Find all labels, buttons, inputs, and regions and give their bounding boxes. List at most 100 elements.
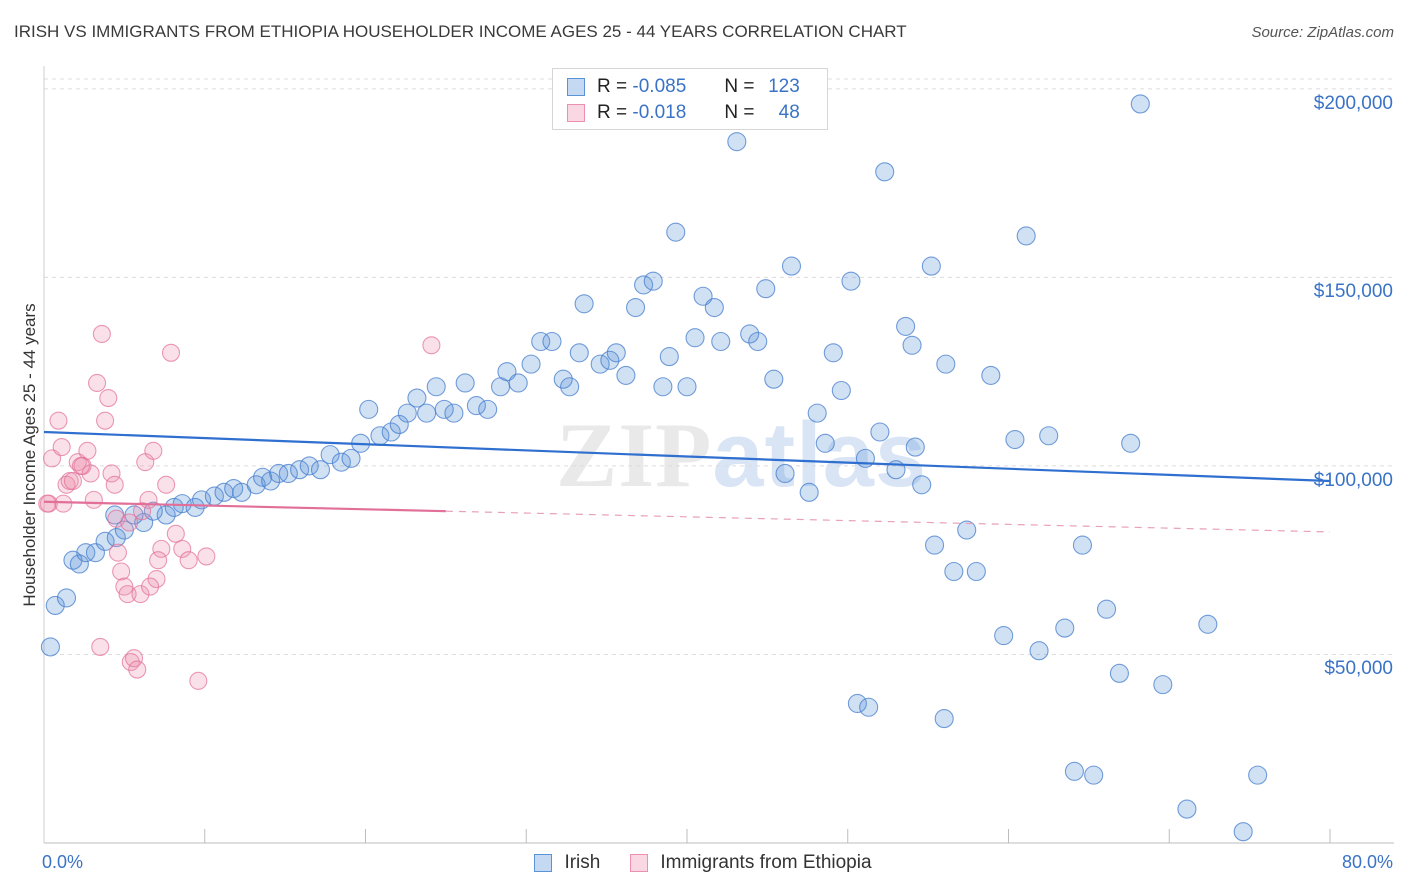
irish-point-27 <box>278 463 298 484</box>
irish-point-87 <box>855 448 875 468</box>
irish-point-32 <box>331 452 351 472</box>
irish-trend-line <box>43 430 1331 483</box>
irish-point-30 <box>310 460 331 480</box>
ethiopia-point-12 <box>87 373 107 393</box>
ethiopia-point-40 <box>54 494 73 513</box>
ethiopia-point-47 <box>71 456 91 475</box>
y-tick-label-0: $50,000 <box>1324 658 1393 680</box>
irish-point-63 <box>634 275 654 295</box>
irish-point-112 <box>1121 433 1141 453</box>
irish-point-120 <box>859 697 879 717</box>
watermark: ZIPatlas <box>556 402 927 508</box>
legend-irish-label: Irish <box>564 852 601 873</box>
irish-point-79 <box>781 256 802 276</box>
irish-point-65 <box>653 377 673 397</box>
irish-point-45 <box>455 373 475 393</box>
ethiopia-point-39 <box>38 494 57 513</box>
irish-point-77 <box>764 369 784 389</box>
irish-point-74 <box>740 324 760 344</box>
irish-point-29 <box>299 456 319 476</box>
irish-point-88 <box>870 422 890 442</box>
irish-point-17 <box>185 497 205 517</box>
irish-point-60 <box>606 343 626 363</box>
ethiopia-point-37 <box>197 547 216 566</box>
irish-point-116 <box>1198 614 1218 634</box>
ethiopia-point-18 <box>108 543 127 562</box>
ethiopia-point-3 <box>52 438 71 457</box>
legend-ethiopia-swatch <box>630 854 649 872</box>
irish-point-110 <box>1097 599 1117 619</box>
ethiopia-point-21 <box>118 585 137 604</box>
legend-item-irish[interactable]: Irish <box>534 852 600 874</box>
irish-point-54 <box>553 369 573 389</box>
ethiopia-point-23 <box>124 649 144 668</box>
ethiopia-point-6 <box>63 471 82 491</box>
irish-point-113 <box>1130 94 1150 114</box>
irish-point-33 <box>341 448 361 468</box>
irish-point-43 <box>434 399 454 419</box>
ethiopia-point-10 <box>81 464 100 483</box>
ethiopia-point-41 <box>91 637 110 656</box>
irish-point-93 <box>912 475 932 495</box>
irish-n-value: 123 <box>768 76 800 97</box>
irish-point-108 <box>1072 535 1092 555</box>
irish-point-83 <box>815 433 835 453</box>
ethiopia-point-32 <box>161 343 181 362</box>
irish-point-59 <box>600 350 620 370</box>
ethiopia-point-36 <box>189 671 208 690</box>
irish-point-47 <box>478 399 498 419</box>
watermark-atlas: atlas <box>712 404 928 506</box>
irish-point-99 <box>966 561 986 582</box>
irish-point-0 <box>40 637 60 657</box>
chart-title: IRISH VS IMMIGRANTS FROM ETHIOPIA HOUSEH… <box>14 22 907 41</box>
irish-point-89 <box>875 162 895 182</box>
irish-point-16 <box>172 494 192 514</box>
irish-point-100 <box>981 365 1001 385</box>
irish-point-106 <box>1055 618 1075 638</box>
legend-item-ethiopia[interactable]: Immigrants from Ethiopia <box>630 852 872 874</box>
ethiopia-point-38 <box>422 336 441 355</box>
ethiopia-point-46 <box>149 551 168 570</box>
irish-point-64 <box>643 271 663 291</box>
stats-row-ethiopia: R = -0.018 N = 48 <box>567 100 800 126</box>
irish-point-67 <box>666 222 686 242</box>
irish-point-122 <box>934 709 954 729</box>
ethiopia-point-30 <box>152 539 171 558</box>
irish-point-49 <box>497 362 517 382</box>
irish-point-38 <box>389 414 409 434</box>
irish-point-76 <box>756 279 776 299</box>
ethiopia-r-label: R = <box>597 102 628 123</box>
ethiopia-point-28 <box>144 441 163 460</box>
ethiopia-point-25 <box>133 502 152 521</box>
x-tick-label-min: 0.0% <box>42 852 84 872</box>
y-tick-label-1: $100,000 <box>1313 469 1393 491</box>
irish-point-84 <box>823 343 843 363</box>
y-tick-label-3: $200,000 <box>1313 92 1393 114</box>
irish-point-82 <box>807 403 827 423</box>
ethiopia-r-value: -0.018 <box>632 102 687 123</box>
legend-irish-swatch <box>534 854 553 872</box>
irish-point-62 <box>626 298 646 318</box>
irish-point-25 <box>261 471 281 491</box>
irish-point-50 <box>508 373 528 393</box>
source-label: Source: ZipAtlas.com <box>1251 24 1394 41</box>
irish-point-8 <box>106 528 126 548</box>
irish-point-104 <box>1029 641 1049 661</box>
irish-swatch <box>567 78 585 96</box>
irish-point-28 <box>290 460 310 480</box>
irish-point-107 <box>1064 761 1084 781</box>
irish-point-69 <box>685 328 705 348</box>
irish-point-56 <box>569 343 589 363</box>
irish-point-42 <box>426 377 446 397</box>
irish-point-119 <box>847 693 867 714</box>
ethiopia-point-15 <box>99 389 118 408</box>
legend: Irish Immigrants from Ethiopia <box>0 852 1406 874</box>
irish-point-85 <box>831 380 851 401</box>
irish-point-117 <box>1233 822 1253 842</box>
irish-point-111 <box>1109 663 1129 683</box>
irish-point-41 <box>417 403 437 423</box>
irish-point-96 <box>925 535 945 555</box>
ethiopia-point-16 <box>102 464 121 483</box>
irish-point-1 <box>45 595 65 615</box>
irish-point-68 <box>677 377 697 397</box>
